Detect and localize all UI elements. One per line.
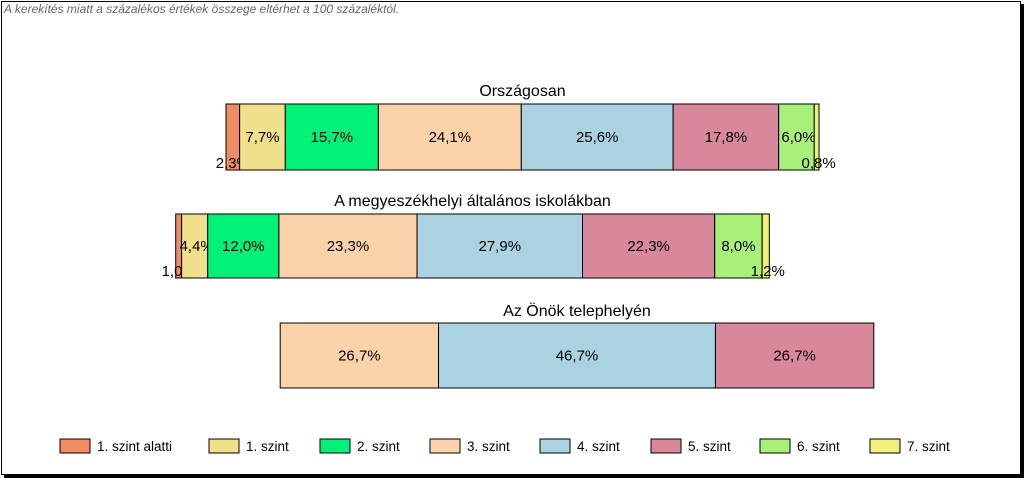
data-label: 26,7%	[338, 348, 381, 365]
legend-swatch	[429, 438, 461, 454]
data-label: 24,1%	[429, 129, 472, 146]
data-label: 8,0%	[721, 238, 755, 255]
bar-segment	[714, 322, 875, 389]
legend-label: 3. szint	[467, 439, 510, 454]
legend-swatch	[539, 438, 571, 454]
legend-swatch	[869, 438, 901, 454]
legend-label: 2. szint	[357, 439, 400, 454]
bar-segment	[582, 213, 716, 279]
group-title: Az Önök telephelyén	[503, 302, 651, 320]
data-label: 23,3%	[327, 238, 370, 255]
data-label: 46,7%	[556, 348, 599, 365]
legend-swatch	[59, 438, 91, 454]
data-label: 25,6%	[576, 129, 619, 146]
bar-segment	[778, 103, 815, 171]
data-label: 22,3%	[627, 238, 670, 255]
data-label: 15,7%	[311, 129, 354, 146]
data-label: 7,7%	[245, 129, 279, 146]
legend-swatch	[650, 438, 682, 454]
legend-swatch	[208, 438, 240, 454]
data-label: 12,0%	[222, 238, 265, 255]
group-title: A megyeszékhelyi általános iskolákban	[334, 193, 611, 210]
bar-segment	[207, 213, 280, 279]
data-label: 17,8%	[705, 129, 748, 146]
legend-swatch	[319, 438, 351, 454]
bar-segment	[181, 213, 209, 279]
bar-segment	[278, 213, 418, 279]
bar-segment	[813, 103, 820, 171]
bar-segment	[672, 103, 780, 171]
legend-label: 7. szint	[907, 439, 950, 454]
group-title: Országosan	[479, 83, 565, 100]
legend-swatch	[759, 438, 791, 454]
bar-segment	[761, 213, 770, 279]
rounding-note: A kerekítés miatt a százalékos értékek ö…	[4, 2, 400, 16]
bar-segment	[520, 103, 674, 171]
legend-label: 6. szint	[797, 439, 840, 454]
data-label: 6,0%	[781, 129, 815, 146]
data-label: 26,7%	[773, 348, 816, 365]
bar-segment	[438, 322, 716, 389]
data-label: 4,4%	[180, 238, 214, 255]
bar-segment	[416, 213, 583, 279]
legend-label: 1. szint alatti	[97, 439, 172, 454]
bar-segment	[714, 213, 763, 279]
legend-label: 4. szint	[577, 439, 620, 454]
bar-segment	[239, 103, 286, 171]
data-label: 1,2%	[751, 263, 785, 280]
bar-segment	[284, 103, 379, 171]
data-label: 0,8%	[802, 155, 836, 172]
legend-label: 1. szint	[246, 439, 289, 454]
legend-label: 5. szint	[688, 439, 731, 454]
data-label: 27,9%	[479, 238, 522, 255]
